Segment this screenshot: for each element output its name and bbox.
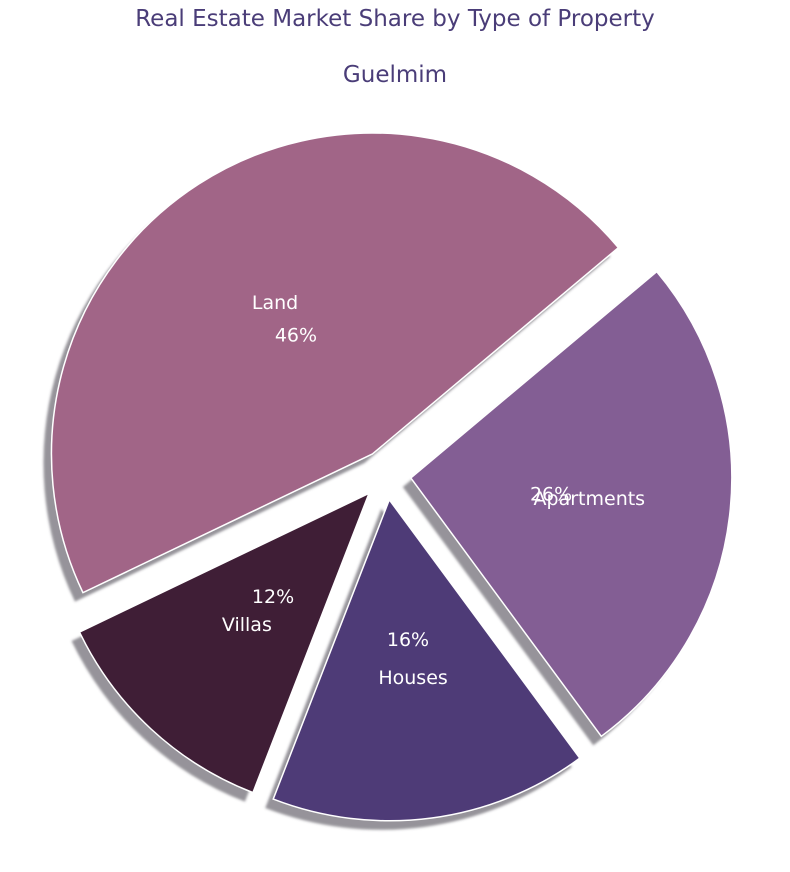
slice-percent-villas: 12% — [252, 586, 294, 608]
pie-slice-apartments — [409, 270, 733, 738]
slice-percent-houses: 16% — [387, 629, 429, 651]
pie-slice-houses — [272, 498, 581, 822]
slice-percent-apartments: 26% — [530, 484, 572, 506]
slice-label-apartments: Apartments — [534, 488, 646, 510]
slice-label-houses: Houses — [378, 667, 447, 689]
slice-label-land: Land — [252, 292, 298, 314]
slice-percent-land: 46% — [275, 324, 317, 346]
pie-slice-land — [50, 132, 620, 594]
slice-label-villas: Villas — [222, 614, 272, 636]
pie-slice-villas — [78, 491, 371, 794]
chart-subtitle: Guelmim — [342, 62, 448, 88]
chart-title: Real Estate Market Share by Type of Prop… — [135, 6, 655, 32]
